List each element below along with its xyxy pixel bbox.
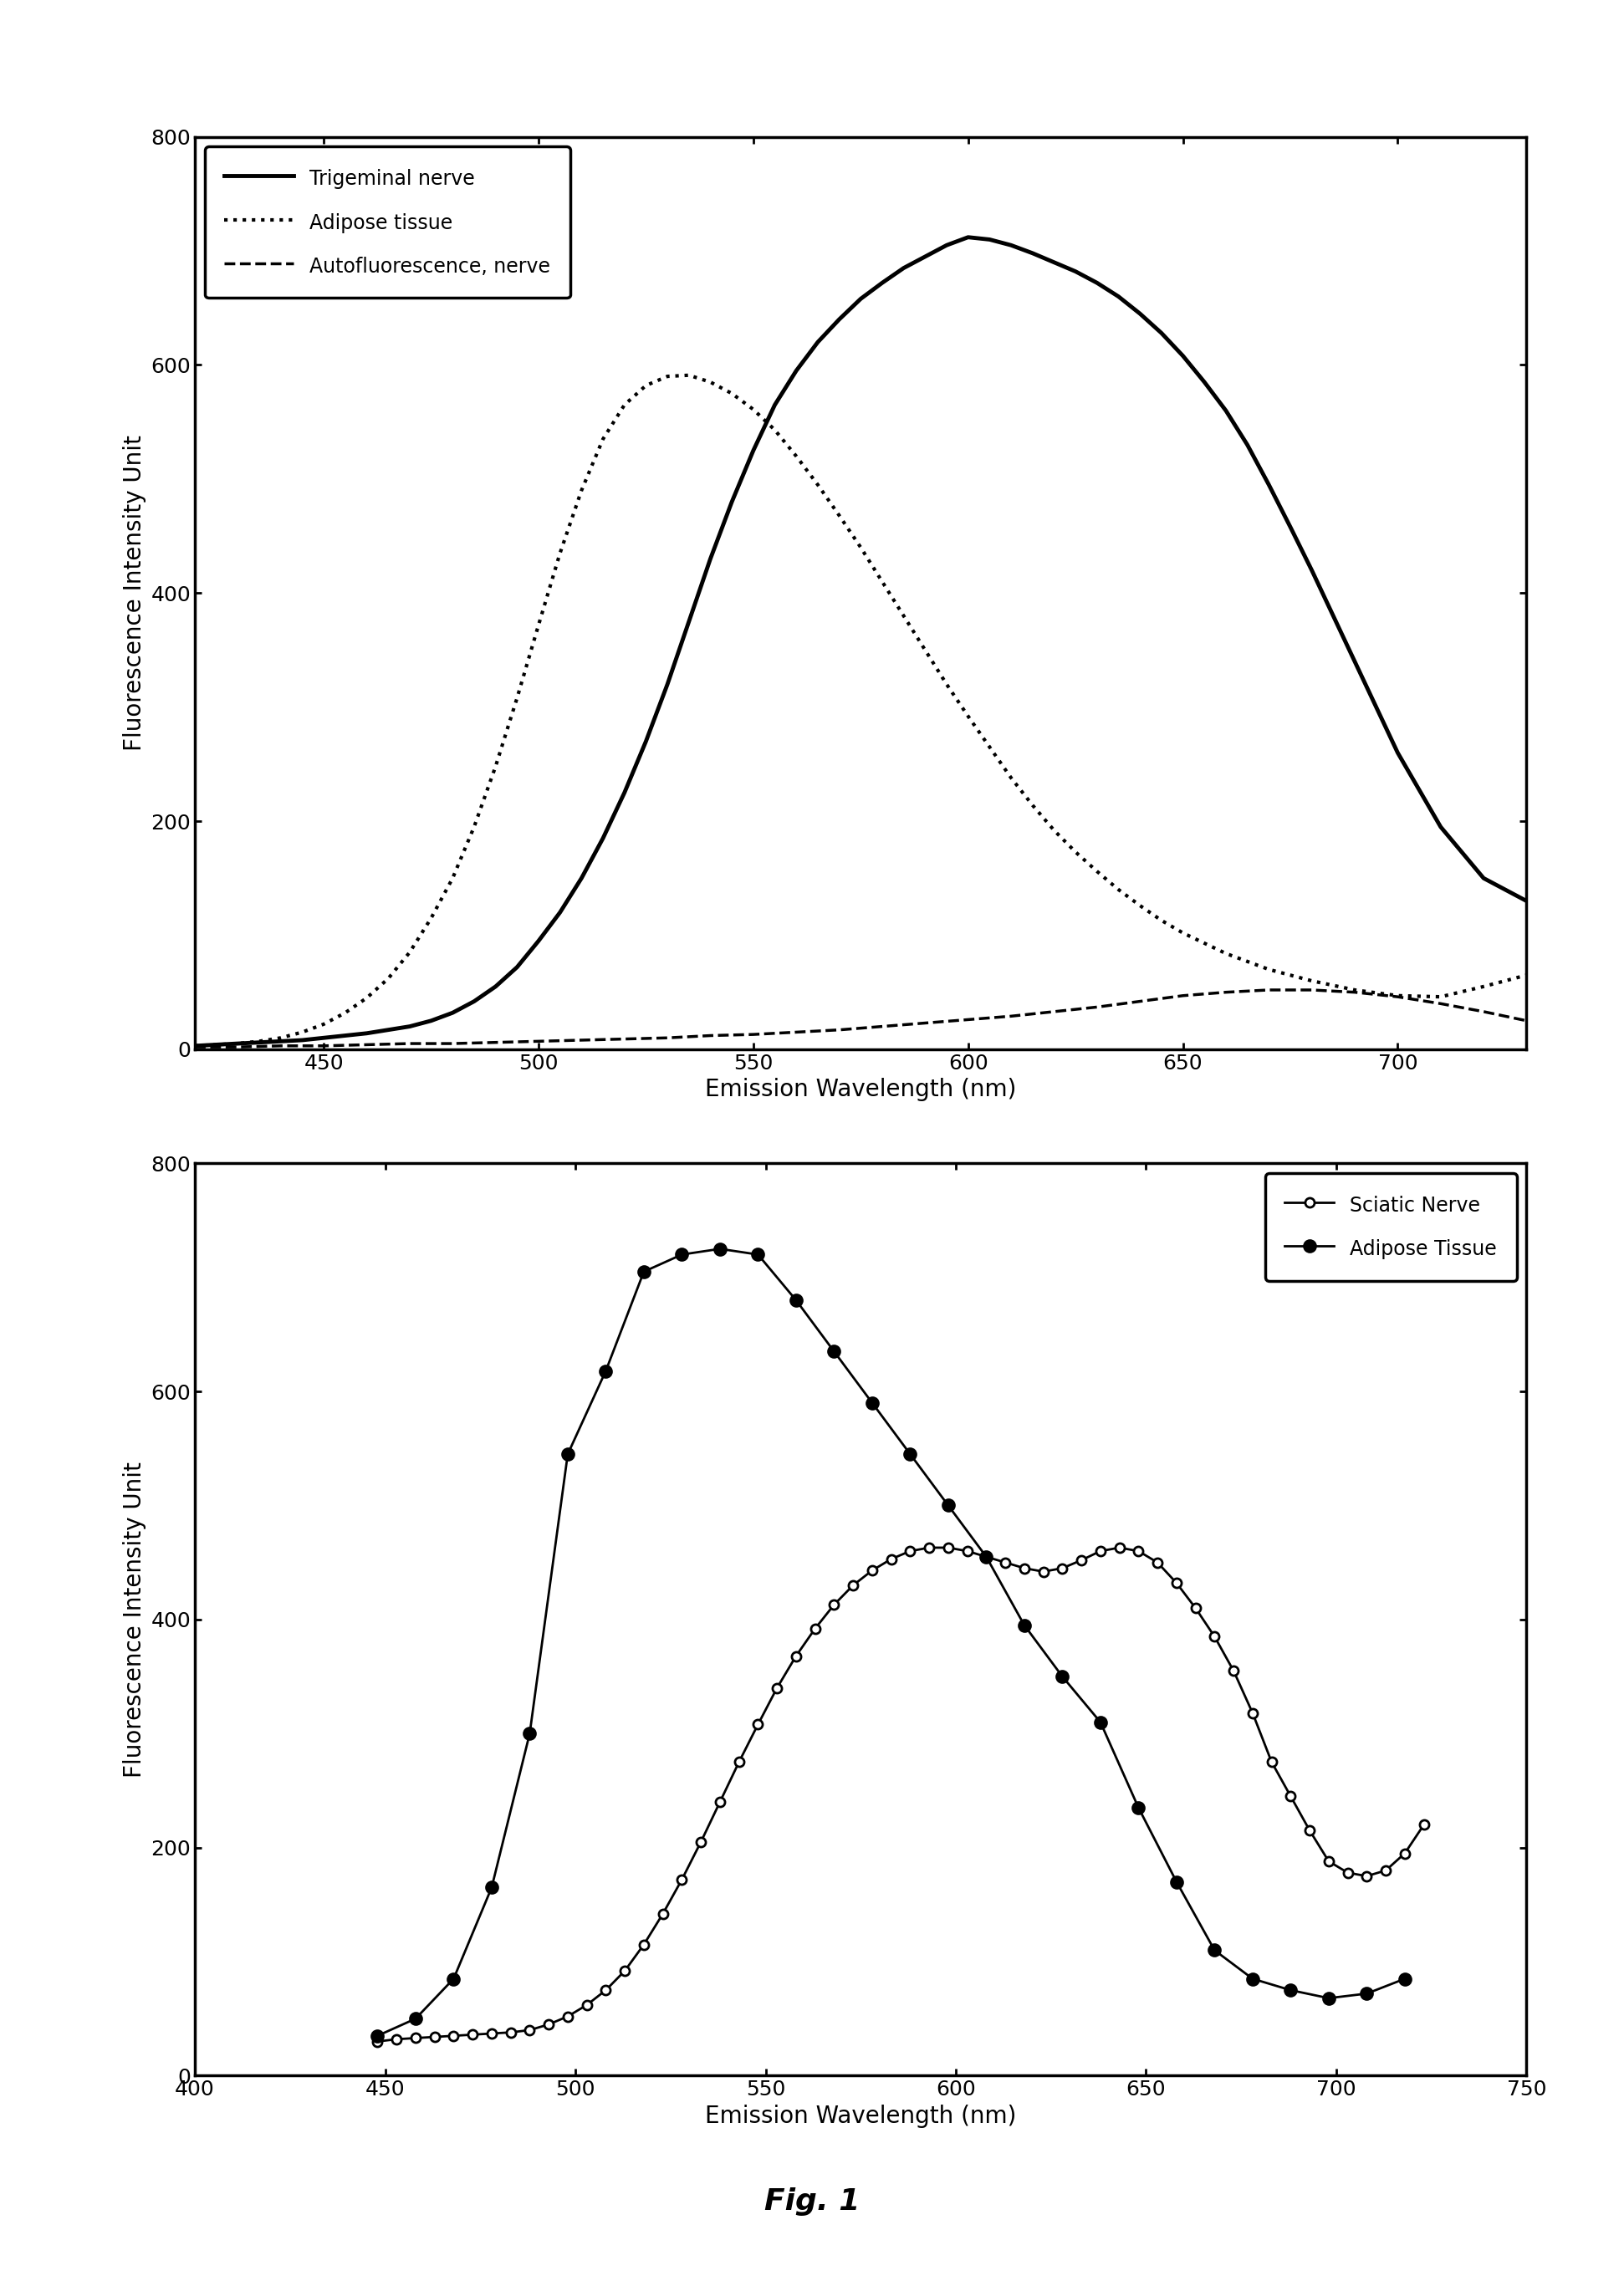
Adipose Tissue [1281, 1975, 1301, 2005]
Autofluorescence, nerve [400, 1031, 419, 1058]
Adipose Tissue [710, 1236, 729, 1264]
Autofluorescence, nerve [1389, 983, 1408, 1010]
Sciatic Nerve [1033, 1558, 1052, 1585]
Trigeminal nerve [1002, 230, 1021, 258]
Autofluorescence, nerve [486, 1029, 505, 1056]
Trigeminal nerve [593, 823, 612, 851]
Autofluorescence, nerve [572, 1026, 591, 1054]
Autofluorescence, nerve [1044, 999, 1064, 1026]
Adipose Tissue [1242, 1966, 1262, 1994]
Adipose Tissue [825, 1337, 844, 1364]
Autofluorescence, nerve [1517, 1008, 1536, 1036]
Y-axis label: Fluorescence Intensity Unit: Fluorescence Intensity Unit [123, 1462, 146, 1777]
Adipose Tissue [482, 1875, 502, 1902]
Adipose Tissue [520, 1720, 539, 1747]
Line: Adipose tissue: Adipose tissue [195, 374, 1527, 1045]
Adipose Tissue [443, 1966, 463, 1994]
Autofluorescence, nerve [1086, 992, 1106, 1020]
Adipose Tissue [633, 1257, 653, 1284]
Trigeminal nerve [615, 778, 635, 805]
Sciatic Nerve [1415, 1811, 1434, 1838]
Adipose Tissue [1205, 1937, 1224, 1964]
Autofluorescence, nerve [1345, 979, 1364, 1006]
Autofluorescence, nerve [529, 1026, 549, 1054]
Y-axis label: Fluorescence Intensity Unit: Fluorescence Intensity Unit [123, 436, 146, 750]
Autofluorescence, nerve [185, 1033, 205, 1061]
X-axis label: Emission Wavelength (nm): Emission Wavelength (nm) [705, 1079, 1017, 1102]
Trigeminal nerve [1517, 887, 1536, 915]
Autofluorescence, nerve [916, 1008, 935, 1036]
Adipose Tissue [1091, 1708, 1111, 1736]
Line: Sciatic Nerve: Sciatic Nerve [374, 1542, 1429, 2046]
Adipose Tissue [1319, 1984, 1338, 2012]
Adipose Tissue [976, 1542, 996, 1569]
Autofluorescence, nerve [830, 1015, 849, 1042]
Adipose Tissue [939, 1492, 958, 1519]
Line: Autofluorescence, nerve: Autofluorescence, nerve [195, 990, 1527, 1047]
Adipose tissue [464, 812, 484, 839]
Adipose Tissue [367, 2021, 387, 2048]
Trigeminal nerve [958, 224, 978, 251]
Adipose tissue [400, 940, 419, 967]
Adipose Tissue [862, 1389, 882, 1417]
Adipose tissue [615, 390, 635, 417]
Adipose Tissue [1052, 1663, 1072, 1690]
Sciatic Nerve [976, 1542, 996, 1569]
Autofluorescence, nerve [1302, 976, 1322, 1004]
Autofluorescence, nerve [227, 1033, 247, 1061]
X-axis label: Emission Wavelength (nm): Emission Wavelength (nm) [705, 2105, 1017, 2128]
Sciatic Nerve [919, 1533, 939, 1560]
Adipose Tissue [596, 1357, 615, 1385]
Text: Fig. 1: Fig. 1 [765, 2187, 859, 2215]
Adipose Tissue [1395, 1966, 1415, 1994]
Autofluorescence, nerve [1431, 990, 1450, 1017]
Autofluorescence, nerve [615, 1024, 635, 1052]
Autofluorescence, nerve [1002, 1001, 1021, 1029]
Adipose Tissue [672, 1241, 692, 1268]
Adipose Tissue [900, 1442, 919, 1469]
Autofluorescence, nerve [1475, 999, 1494, 1026]
Adipose Tissue [1166, 1868, 1186, 1896]
Adipose Tissue [406, 2005, 425, 2032]
Trigeminal nerve [551, 899, 570, 926]
Legend: Trigeminal nerve, Adipose tissue, Autofluorescence, nerve: Trigeminal nerve, Adipose tissue, Autofl… [205, 146, 570, 299]
Adipose tissue [679, 360, 698, 388]
Autofluorescence, nerve [1216, 979, 1236, 1006]
Autofluorescence, nerve [1259, 976, 1278, 1004]
Sciatic Nerve [387, 2026, 406, 2053]
Trigeminal nerve [507, 953, 526, 981]
Trigeminal nerve [400, 1013, 419, 1040]
Autofluorescence, nerve [744, 1022, 763, 1049]
Autofluorescence, nerve [443, 1031, 463, 1058]
Adipose Tissue [1358, 1980, 1377, 2007]
Autofluorescence, nerve [872, 1013, 892, 1040]
Autofluorescence, nerve [1173, 981, 1192, 1008]
Autofluorescence, nerve [271, 1031, 291, 1058]
Sciatic Nerve [1072, 1547, 1091, 1574]
Line: Adipose Tissue: Adipose Tissue [372, 1243, 1411, 2041]
Adipose tissue [1302, 967, 1322, 995]
Adipose tissue [313, 1010, 333, 1038]
Autofluorescence, nerve [958, 1006, 978, 1033]
Autofluorescence, nerve [313, 1031, 333, 1058]
Autofluorescence, nerve [658, 1024, 677, 1052]
Adipose Tissue [786, 1286, 806, 1314]
Adipose tissue [1517, 960, 1536, 988]
Adipose Tissue [559, 1442, 578, 1469]
Line: Trigeminal nerve: Trigeminal nerve [195, 237, 1527, 1045]
Autofluorescence, nerve [357, 1031, 377, 1058]
Autofluorescence, nerve [1130, 988, 1150, 1015]
Adipose Tissue [749, 1241, 768, 1268]
Sciatic Nerve [1186, 1594, 1205, 1622]
Adipose Tissue [1015, 1610, 1034, 1638]
Adipose Tissue [1129, 1793, 1148, 1820]
Autofluorescence, nerve [700, 1022, 719, 1049]
Adipose tissue [185, 1031, 205, 1058]
Adipose tissue [1475, 972, 1494, 999]
Trigeminal nerve [185, 1031, 205, 1058]
Legend: Sciatic Nerve, Adipose Tissue: Sciatic Nerve, Adipose Tissue [1265, 1172, 1517, 1280]
Sciatic Nerve [749, 1711, 768, 1738]
Autofluorescence, nerve [786, 1017, 806, 1045]
Sciatic Nerve [367, 2028, 387, 2055]
